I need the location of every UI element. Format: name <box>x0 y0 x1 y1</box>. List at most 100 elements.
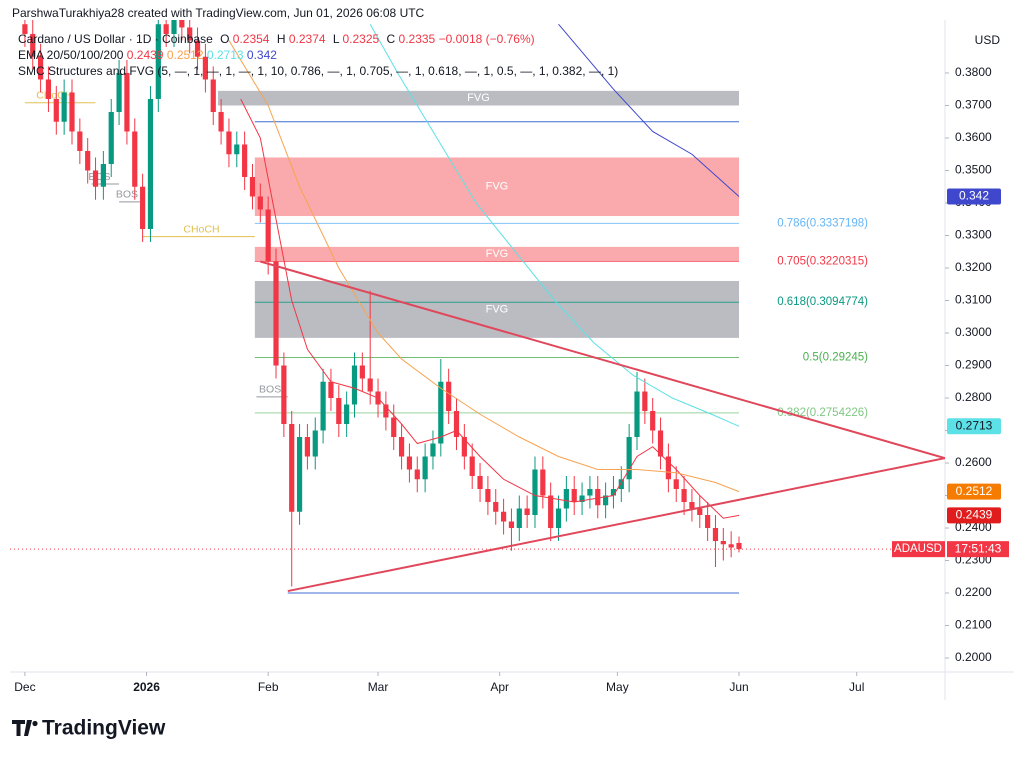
y-tick-label: 0.3200 <box>955 260 992 274</box>
candle-body <box>477 476 483 490</box>
candle-body <box>555 508 562 529</box>
candle-body <box>210 79 216 112</box>
ohlc-key: O <box>220 32 229 46</box>
candle-body <box>422 456 428 480</box>
candle-body <box>697 508 703 516</box>
y-tick-label: 0.3700 <box>955 98 992 112</box>
candle-body <box>312 430 318 457</box>
fvg-label: FVG <box>467 92 490 104</box>
candle-body <box>140 186 146 229</box>
candle-body <box>524 508 530 516</box>
change: −0.0018 (−0.76%) <box>439 32 535 46</box>
candle-body <box>610 489 617 496</box>
fvg-label: FVG <box>486 303 509 315</box>
y-tick-label: 0.3600 <box>955 130 992 144</box>
ohlc-key: H <box>277 32 286 46</box>
candle-body <box>116 72 122 112</box>
candle-body <box>603 495 609 506</box>
candle-body <box>22 24 28 34</box>
candle-body <box>634 391 640 438</box>
x-tick-label: Mar <box>368 680 389 694</box>
credit: ParshwaTurakhiya28 created with TradingV… <box>12 6 425 20</box>
candle-body <box>92 170 99 187</box>
x-tick-label: Jun <box>729 680 748 694</box>
price-tag <box>947 418 1001 435</box>
candle-body <box>650 411 656 431</box>
candle-body <box>461 437 467 457</box>
candle-body <box>681 489 687 503</box>
candle-body <box>579 495 585 503</box>
candle-body <box>124 72 130 132</box>
candle-body <box>516 508 522 529</box>
candle-body <box>453 411 460 438</box>
fib-label: 0.618(0.3094774) <box>777 296 868 308</box>
candle-body <box>469 456 475 477</box>
candle-body <box>728 544 734 548</box>
ohlc-value: 0.2335 <box>399 32 436 46</box>
y-tick-label: 0.2800 <box>955 390 992 404</box>
ema-line <box>240 98 740 519</box>
candle-body <box>571 489 577 503</box>
candle-body <box>85 150 91 171</box>
candle-body <box>30 33 36 57</box>
candle-body <box>720 541 726 545</box>
trendline <box>260 260 945 460</box>
overlay: 0.20000.21000.22000.23000.24000.25000.26… <box>14 32 1009 694</box>
candle-body <box>657 430 664 457</box>
fib-label: 0.5(0.29245) <box>803 352 868 364</box>
candle-body <box>179 20 185 28</box>
y-tick-label: 0.2600 <box>955 455 992 469</box>
candle-body <box>673 479 679 490</box>
ema-line <box>558 23 740 197</box>
price-tag <box>947 507 1001 524</box>
y-tick-label: 0.2400 <box>955 520 992 534</box>
fib-label: 0.786(0.3337198) <box>777 217 868 229</box>
candle-body <box>100 163 106 187</box>
candle-body <box>320 381 326 431</box>
candle-body <box>595 489 601 506</box>
candle-body <box>296 437 303 512</box>
ema-line <box>228 40 740 493</box>
price-tag-label: 0.2439 <box>956 508 993 522</box>
fvg-zone <box>217 90 740 106</box>
symbol-label: ADAUSD <box>894 543 942 555</box>
y-tick-label: 0.3800 <box>955 65 992 79</box>
candle-body <box>712 528 719 542</box>
candle-body <box>289 424 295 512</box>
fvg-zone <box>254 157 740 216</box>
candle-body <box>406 456 413 470</box>
y-tick-label: 0.2100 <box>955 618 992 632</box>
candle-body <box>218 111 224 132</box>
candle-body <box>548 495 554 529</box>
ohlc-value: 0.2354 <box>233 32 270 46</box>
x-tick-label: Dec <box>14 680 35 694</box>
candle-body <box>689 502 695 509</box>
candle-body <box>273 261 279 366</box>
candle-body <box>705 515 711 529</box>
candle-body <box>359 365 365 379</box>
candle-body <box>430 443 436 457</box>
countdown-tag <box>947 541 1009 558</box>
structure-label: BOS <box>116 189 138 201</box>
candle-body <box>155 24 161 99</box>
candle-body <box>665 456 671 480</box>
candle-body <box>398 437 405 457</box>
candle-body <box>391 417 397 438</box>
logo: TradingView <box>12 717 166 740</box>
candle-body <box>336 398 342 425</box>
candle-body <box>202 56 208 80</box>
candle-body <box>383 404 389 418</box>
candle-body <box>642 391 648 412</box>
candle-body <box>77 131 83 151</box>
ema-value: 0.2713 <box>207 48 244 62</box>
ohlc-key: C <box>387 32 396 46</box>
candle-body <box>500 511 507 522</box>
candle-body <box>163 24 169 34</box>
y-tick-label: 0.3000 <box>955 325 992 339</box>
candle-body <box>438 381 444 444</box>
candle-body <box>344 404 350 425</box>
y-tick-label: 0.2200 <box>955 585 992 599</box>
candle-body <box>265 209 271 262</box>
candle-body <box>328 381 334 399</box>
